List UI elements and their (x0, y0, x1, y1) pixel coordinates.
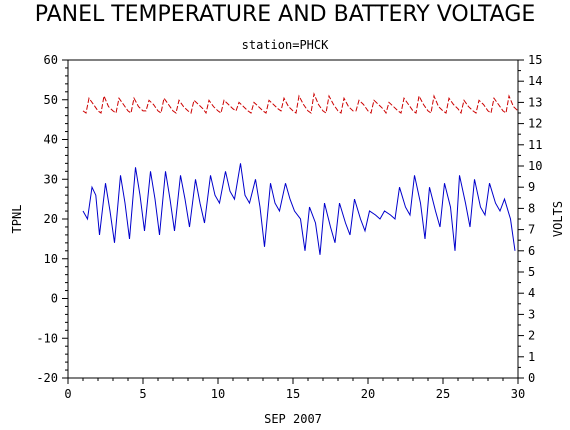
y-right-tick-label: 15 (528, 53, 542, 67)
x-tick-label: 25 (436, 387, 450, 401)
y-left-tick-label: 50 (44, 93, 58, 107)
y-left-tick-label: -20 (36, 371, 58, 385)
x-tick-label: 0 (64, 387, 71, 401)
x-tick-label: 10 (211, 387, 225, 401)
y-right-tick-label: 11 (528, 138, 542, 152)
series-line-volts (82, 92, 519, 115)
x-tick-label: 5 (139, 387, 146, 401)
y-axis-left: -20 -10 0 10 20 30 40 50 60 (36, 53, 68, 385)
x-tick-label: 20 (361, 387, 375, 401)
y-right-tick-label: 6 (528, 244, 535, 258)
y-left-tick-label: 0 (51, 292, 58, 306)
y-right-tick-label: 5 (528, 265, 535, 279)
y-axis-left-label: TPNL (10, 205, 24, 234)
plot-frame (67, 59, 519, 379)
y-right-tick-label: 3 (528, 307, 535, 321)
y-axis-right-label: VOLTS (551, 201, 565, 237)
y-right-tick-label: 10 (528, 159, 542, 173)
y-right-tick-label: 7 (528, 223, 535, 237)
y-left-tick-label: 30 (44, 172, 58, 186)
y-left-tick-label: -10 (36, 331, 58, 345)
chart-subtitle: station=PHCK (241, 38, 329, 52)
y-left-tick-label: 20 (44, 212, 58, 226)
x-axis: 0 5 10 15 20 25 30 (64, 378, 525, 401)
y-left-tick-label: 60 (44, 53, 58, 67)
y-right-tick-label: 14 (528, 74, 542, 88)
x-tick-label: 15 (286, 387, 300, 401)
x-axis-label: SEP 2007 (264, 412, 322, 426)
y-right-tick-label: 9 (528, 180, 535, 194)
y-left-tick-label: 10 (44, 252, 58, 266)
y-right-tick-label: 12 (528, 117, 542, 131)
y-right-tick-label: 13 (528, 95, 542, 109)
series-group (82, 92, 519, 255)
y-right-tick-label: 4 (528, 286, 535, 300)
y-left-tick-label: 40 (44, 133, 58, 147)
y-right-tick-label: 0 (528, 371, 535, 385)
chart-title: PANEL TEMPERATURE AND BATTERY VOLTAGE (34, 2, 536, 27)
y-right-tick-label: 8 (528, 201, 535, 215)
x-tick-label: 30 (511, 387, 525, 401)
y-right-tick-label: 2 (528, 329, 535, 343)
y-right-tick-label: 1 (528, 350, 535, 364)
series-line-tpnl (82, 163, 516, 255)
